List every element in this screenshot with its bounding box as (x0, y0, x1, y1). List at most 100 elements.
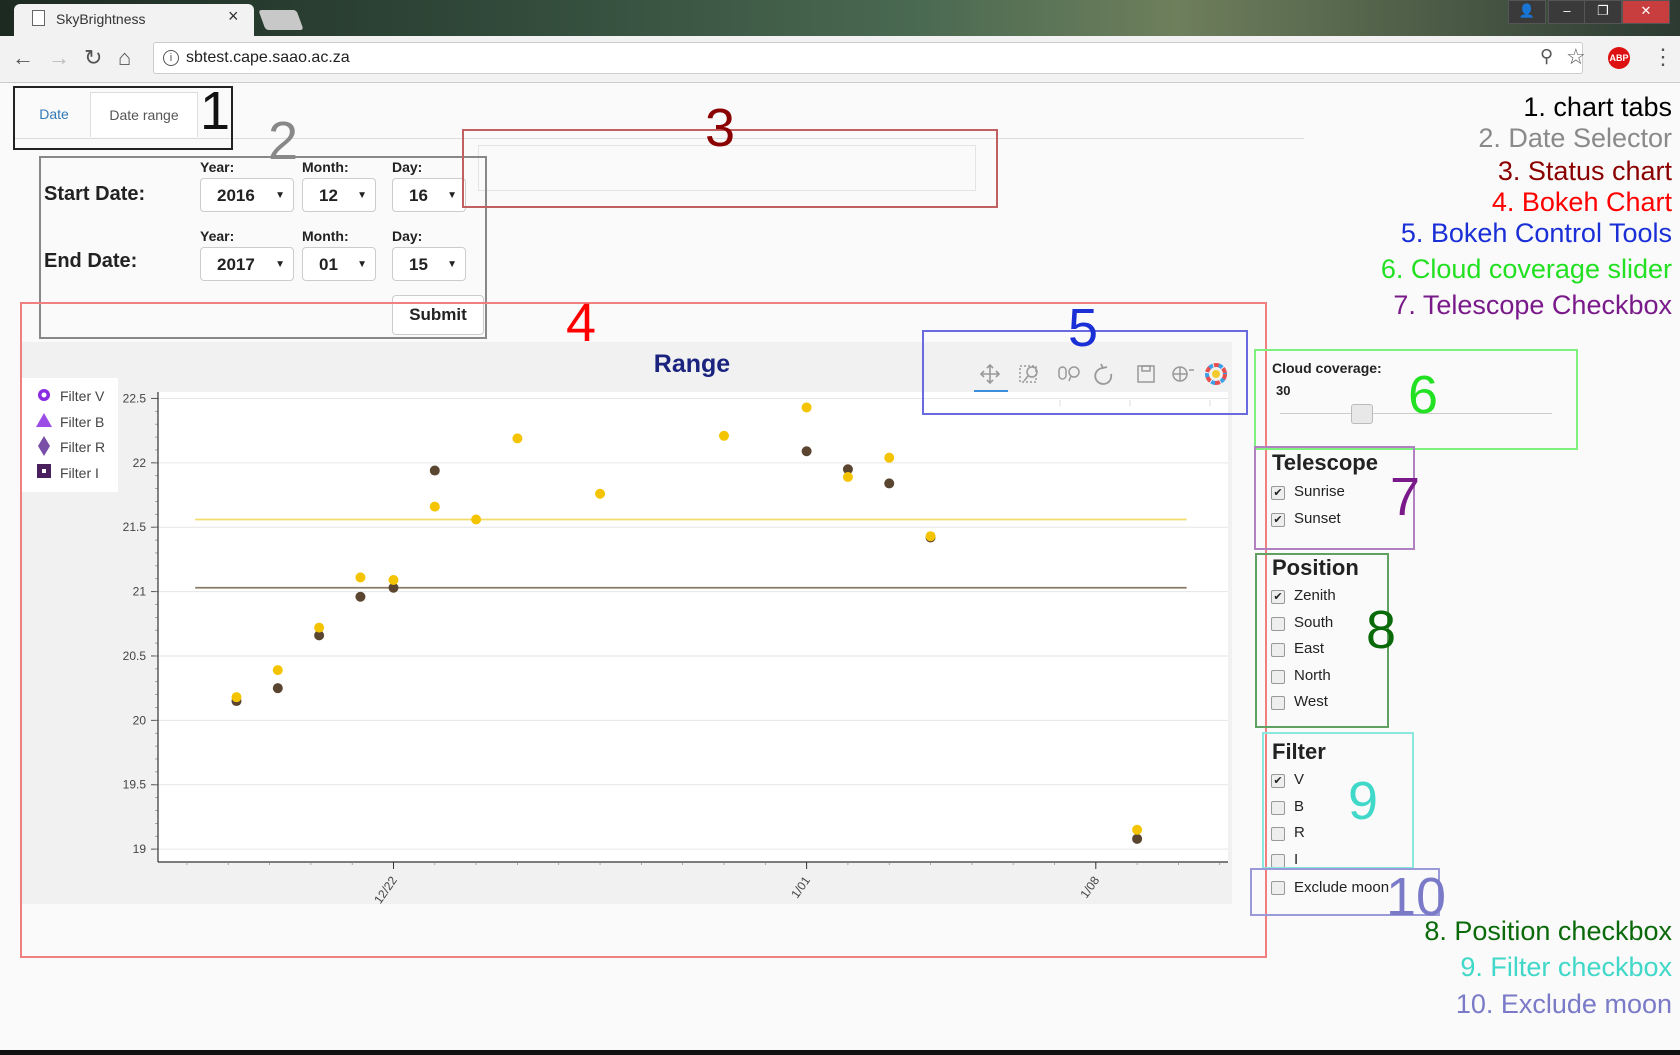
data-point (314, 622, 325, 633)
legend-item-i[interactable]: Filter I (60, 465, 99, 481)
data-point (925, 531, 936, 542)
telescope-checkbox-sunrise[interactable]: ✔ (1271, 486, 1285, 500)
data-point (231, 692, 242, 703)
end-month-select[interactable]: 01 ▼ (302, 247, 376, 281)
exclude-moon-checkbox[interactable] (1271, 881, 1285, 895)
annotation-number: 9 (1348, 771, 1379, 831)
tab-divider (14, 138, 1304, 139)
legend-item-r[interactable]: Filter R (60, 439, 106, 455)
annotation-box-exclude-moon (1250, 868, 1440, 916)
filter-checkbox-r[interactable] (1271, 827, 1285, 841)
zoom-icon[interactable]: ⚲ (1540, 46, 1554, 66)
start-day-select[interactable]: 16 ▼ (392, 178, 466, 212)
legend-item-b[interactable]: Filter B (60, 414, 105, 430)
box-zoom-tool-icon[interactable] (1019, 365, 1038, 383)
adblock-icon[interactable]: ABP (1608, 47, 1630, 69)
start-year-select[interactable]: 2016 ▼ (200, 178, 294, 212)
data-point (429, 465, 440, 476)
hover-tool-icon[interactable] (1172, 366, 1194, 382)
data-point (842, 471, 853, 482)
y-tick-label: 19 (133, 842, 147, 856)
end-day-select[interactable]: 15 ▼ (392, 247, 466, 281)
document-icon (32, 10, 45, 26)
data-point (355, 591, 366, 602)
chart-legend: Filter V Filter B Filter R Filter I (22, 378, 118, 492)
home-icon[interactable]: ⌂ (118, 45, 132, 70)
cloud-coverage-value: 30 (1276, 383, 1291, 398)
month-label: Month: (302, 159, 349, 175)
bokeh-logo-icon[interactable] (1205, 363, 1227, 385)
position-label-north: North (1294, 666, 1331, 684)
position-checkbox-south[interactable] (1271, 616, 1285, 631)
start-month-select[interactable]: 12 ▼ (302, 178, 376, 212)
annotation-number: 4 (566, 293, 597, 353)
data-point (355, 572, 366, 583)
forward-icon[interactable]: → (48, 45, 70, 70)
cloud-coverage-label: Cloud coverage: (1272, 360, 1382, 376)
pan-tool-icon[interactable] (979, 363, 1001, 385)
annotation-note: 10. Exclude moon (1455, 989, 1672, 1019)
position-label-east: East (1294, 640, 1325, 657)
annotation-note: 9. Filter checkbox (1460, 952, 1672, 982)
annotation-note: 4. Bokeh Chart (1491, 187, 1672, 217)
data-point (512, 433, 523, 444)
browser-tab[interactable] (14, 4, 254, 36)
data-point (884, 478, 895, 489)
filter-label-b: B (1294, 797, 1305, 815)
y-tick-label: 21.5 (123, 520, 147, 534)
menu-icon[interactable]: ⋮ (1652, 44, 1674, 69)
plot-area[interactable] (158, 392, 1228, 862)
data-point (884, 452, 895, 463)
profile-icon[interactable]: 👤 (1508, 0, 1546, 24)
annotation-box-date-selector (39, 156, 487, 339)
back-icon[interactable]: ← (12, 45, 34, 70)
annotation-number: 5 (1068, 298, 1099, 358)
end-year-select[interactable]: 2017 ▼ (200, 247, 294, 281)
position-checkbox-west[interactable] (1271, 696, 1285, 710)
data-point (388, 582, 399, 593)
cloud-slider-handle[interactable] (1351, 404, 1373, 424)
filter-checkbox-b[interactable] (1271, 800, 1285, 815)
close-tab-icon[interactable]: × (228, 6, 239, 26)
annotation-box-filter (1262, 732, 1414, 869)
bookmark-star-icon[interactable]: ☆ (1566, 44, 1586, 69)
annotation-note: 3. Status chart (1497, 156, 1672, 186)
info-icon[interactable]: i (163, 50, 179, 66)
taskbar-edge (0, 1050, 1680, 1055)
position-checkbox-east[interactable] (1271, 643, 1285, 657)
reload-icon[interactable]: ↻ (84, 45, 103, 70)
status-chart (478, 145, 976, 191)
position-label-west: West (1294, 693, 1328, 710)
tab-date-range[interactable]: Date range (90, 92, 198, 137)
annotation-number: 10 (1386, 867, 1447, 927)
save-tool-icon[interactable] (1137, 365, 1155, 383)
legend-markers (36, 389, 52, 478)
annotation-note: 6. Cloud coverage slider (1380, 254, 1672, 284)
y-tick-label: 20 (133, 713, 147, 727)
url-text[interactable]: sbtest.cape.saao.ac.za (186, 49, 350, 66)
position-checkbox-zenith[interactable]: ✔ (1271, 590, 1285, 604)
annotation-number: 1 (200, 81, 231, 141)
restore-icon[interactable]: ❐ (1584, 0, 1622, 24)
position-title: Position (1272, 555, 1359, 580)
annotation-box-tools (922, 330, 1248, 415)
position-label-zenith: Zenith (1294, 587, 1336, 604)
filter-title: Filter (1272, 739, 1326, 764)
address-bar[interactable] (153, 42, 1583, 74)
submit-button[interactable]: Submit (392, 295, 484, 335)
cloud-slider-track[interactable] (1280, 413, 1552, 414)
minimize-icon[interactable]: – (1548, 0, 1586, 24)
position-checkbox-north[interactable] (1271, 669, 1285, 684)
annotation-box-cloud (1254, 349, 1578, 450)
tab-date[interactable]: Date (39, 106, 69, 122)
telescope-title: Telescope (1272, 450, 1378, 475)
telescope-checkbox-sunset[interactable]: ✔ (1271, 513, 1285, 527)
end-date-label: End Date: (44, 250, 138, 272)
legend-item-v[interactable]: Filter V (60, 388, 105, 404)
window-close-icon[interactable]: ✕ (1622, 0, 1670, 24)
annotation-number: 2 (268, 111, 299, 171)
annotation-box-status (462, 129, 998, 208)
filter-checkbox-v[interactable]: ✔ (1271, 774, 1285, 788)
wheel-zoom-tool-icon[interactable] (1058, 366, 1080, 382)
reset-tool-icon[interactable] (1094, 363, 1113, 385)
